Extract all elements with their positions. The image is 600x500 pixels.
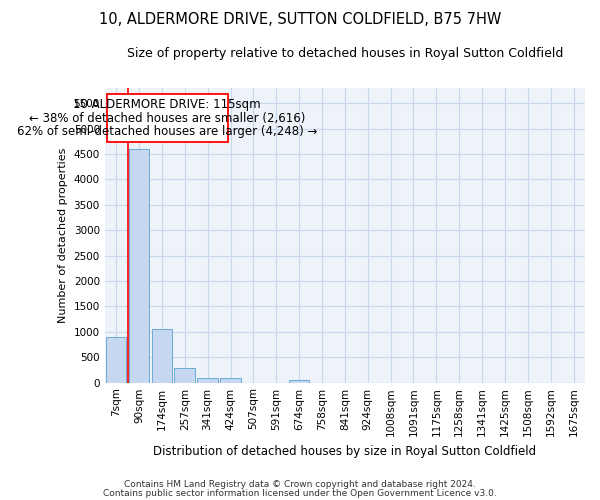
Text: Contains HM Land Registry data © Crown copyright and database right 2024.: Contains HM Land Registry data © Crown c… (124, 480, 476, 489)
Text: 10 ALDERMORE DRIVE: 115sqm: 10 ALDERMORE DRIVE: 115sqm (73, 98, 261, 111)
Bar (175, 368, 195, 382)
Text: ← 38% of detached houses are smaller (2,616): ← 38% of detached houses are smaller (2,… (29, 112, 305, 124)
Bar (106, 337, 127, 382)
Bar (129, 149, 149, 382)
X-axis label: Distribution of detached houses by size in Royal Sutton Coldfield: Distribution of detached houses by size … (154, 444, 536, 458)
Title: Size of property relative to detached houses in Royal Sutton Coldfield: Size of property relative to detached ho… (127, 48, 563, 60)
Text: 62% of semi-detached houses are larger (4,248) →: 62% of semi-detached houses are larger (… (17, 125, 317, 138)
Bar (107, 94, 228, 142)
Bar (220, 378, 241, 382)
Y-axis label: Number of detached properties: Number of detached properties (58, 148, 68, 323)
Text: Contains public sector information licensed under the Open Government Licence v3: Contains public sector information licen… (103, 488, 497, 498)
Text: 10, ALDERMORE DRIVE, SUTTON COLDFIELD, B75 7HW: 10, ALDERMORE DRIVE, SUTTON COLDFIELD, B… (99, 12, 501, 28)
Bar (197, 378, 218, 382)
Bar (289, 380, 310, 382)
Bar (152, 328, 172, 382)
